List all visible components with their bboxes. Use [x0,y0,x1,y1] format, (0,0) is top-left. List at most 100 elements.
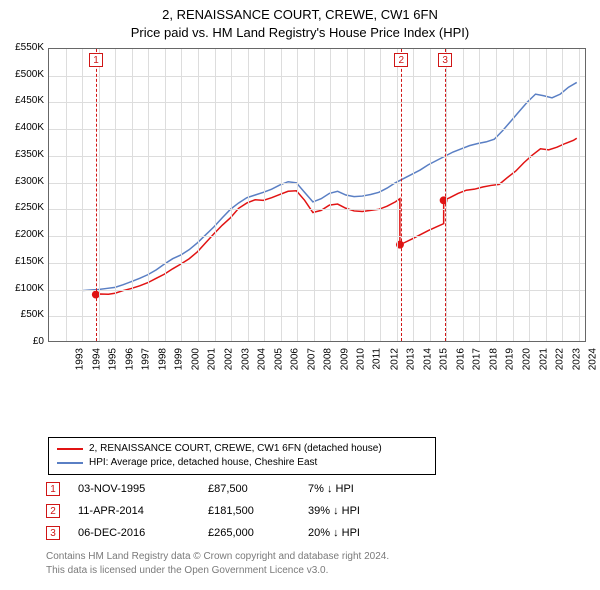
legend: 2, RENAISSANCE COURT, CREWE, CW1 6FN (de… [48,437,436,475]
sale-date: 03-NOV-1995 [78,483,208,495]
x-tick-label: 2010 [356,348,367,370]
y-tick-label: £50K [2,309,44,320]
x-tick-label: 1998 [157,348,168,370]
x-tick-label: 1993 [74,348,85,370]
gridline-v [66,49,67,341]
gridline-v [529,49,530,341]
legend-swatch-price-paid [57,448,83,450]
chart: 123 £0£50K£100K£150K£200K£250K£300K£350K… [0,44,600,396]
x-tick-label: 2001 [207,348,218,370]
x-tick-label: 2021 [538,348,549,370]
gridline-v [248,49,249,341]
gridline-v [132,49,133,341]
y-tick-label: £0 [2,336,44,347]
gridline-v [430,49,431,341]
y-tick-label: £300K [2,176,44,187]
x-tick-label: 1997 [140,348,151,370]
gridline-v [297,49,298,341]
y-tick-label: £400K [2,122,44,133]
title-line2: Price paid vs. HM Land Registry's House … [0,24,600,42]
x-tick-label: 2008 [323,348,334,370]
sale-hpi-gap: 7% ↓ HPI [308,483,388,495]
sale-badge-2: 2 [46,504,60,518]
y-tick-label: £250K [2,202,44,213]
gridline-v [198,49,199,341]
x-tick-label: 2003 [240,348,251,370]
x-tick-label: 2023 [571,348,582,370]
gridline-v [165,49,166,341]
table-row: 3 06-DEC-2016 £265,000 20% ↓ HPI [46,522,388,544]
legend-row-hpi: HPI: Average price, detached house, Ches… [57,456,427,470]
x-tick-label: 1996 [124,348,135,370]
sale-price: £181,500 [208,505,308,517]
y-tick-label: £100K [2,283,44,294]
attribution-line1: Contains HM Land Registry data © Crown c… [46,550,389,564]
gridline-v [546,49,547,341]
gridline-v [496,49,497,341]
y-tick-label: £350K [2,149,44,160]
series-svg [49,49,585,341]
title-line1: 2, RENAISSANCE COURT, CREWE, CW1 6FN [0,6,600,24]
gridline-h [49,183,585,184]
gridline-v [215,49,216,341]
x-tick-label: 2019 [505,348,516,370]
gridline-v [446,49,447,341]
gridline-v [413,49,414,341]
table-row: 1 03-NOV-1995 £87,500 7% ↓ HPI [46,478,388,500]
sale-badge-1: 1 [46,482,60,496]
x-tick-label: 1994 [91,348,102,370]
attribution: Contains HM Land Registry data © Crown c… [46,550,389,577]
x-tick-label: 2012 [389,348,400,370]
x-tick-label: 2013 [405,348,416,370]
gridline-h [49,209,585,210]
gridline-v [347,49,348,341]
series-price_paid [96,138,577,294]
legend-row-price-paid: 2, RENAISSANCE COURT, CREWE, CW1 6FN (de… [57,442,427,456]
gridline-v [330,49,331,341]
sale-price: £265,000 [208,527,308,539]
x-tick-label: 2002 [223,348,234,370]
x-tick-label: 2015 [438,348,449,370]
sale-line [445,49,446,341]
sales-table: 1 03-NOV-1995 £87,500 7% ↓ HPI 2 11-APR-… [46,478,388,544]
gridline-v [148,49,149,341]
gridline-v [115,49,116,341]
x-tick-label: 1995 [107,348,118,370]
table-row: 2 11-APR-2014 £181,500 39% ↓ HPI [46,500,388,522]
x-tick-label: 2017 [472,348,483,370]
y-tick-label: £150K [2,256,44,267]
gridline-v [397,49,398,341]
gridline-h [49,290,585,291]
x-tick-label: 2024 [587,348,598,370]
gridline-v [314,49,315,341]
gridline-v [281,49,282,341]
sale-line [401,49,402,341]
gridline-v [364,49,365,341]
sale-price: £87,500 [208,483,308,495]
gridline-v [463,49,464,341]
gridline-v [231,49,232,341]
x-tick-label: 2009 [339,348,350,370]
attribution-line2: This data is licensed under the Open Gov… [46,564,389,578]
chart-title: 2, RENAISSANCE COURT, CREWE, CW1 6FN Pri… [0,0,600,41]
x-tick-label: 2020 [521,348,532,370]
gridline-v [264,49,265,341]
y-tick-label: £500K [2,69,44,80]
gridline-h [49,76,585,77]
y-tick-label: £450K [2,95,44,106]
sale-date: 11-APR-2014 [78,505,208,517]
x-tick-label: 2005 [273,348,284,370]
x-tick-label: 2011 [371,348,382,370]
y-tick-label: £550K [2,42,44,53]
x-tick-label: 2007 [306,348,317,370]
gridline-v [82,49,83,341]
gridline-v [513,49,514,341]
x-tick-label: 1999 [174,348,185,370]
x-tick-label: 2000 [190,348,201,370]
sale-marker-badge: 2 [394,53,408,67]
sale-hpi-gap: 39% ↓ HPI [308,505,388,517]
sale-date: 06-DEC-2016 [78,527,208,539]
legend-swatch-hpi [57,462,83,464]
sale-badge-3: 3 [46,526,60,540]
sale-hpi-gap: 20% ↓ HPI [308,527,388,539]
